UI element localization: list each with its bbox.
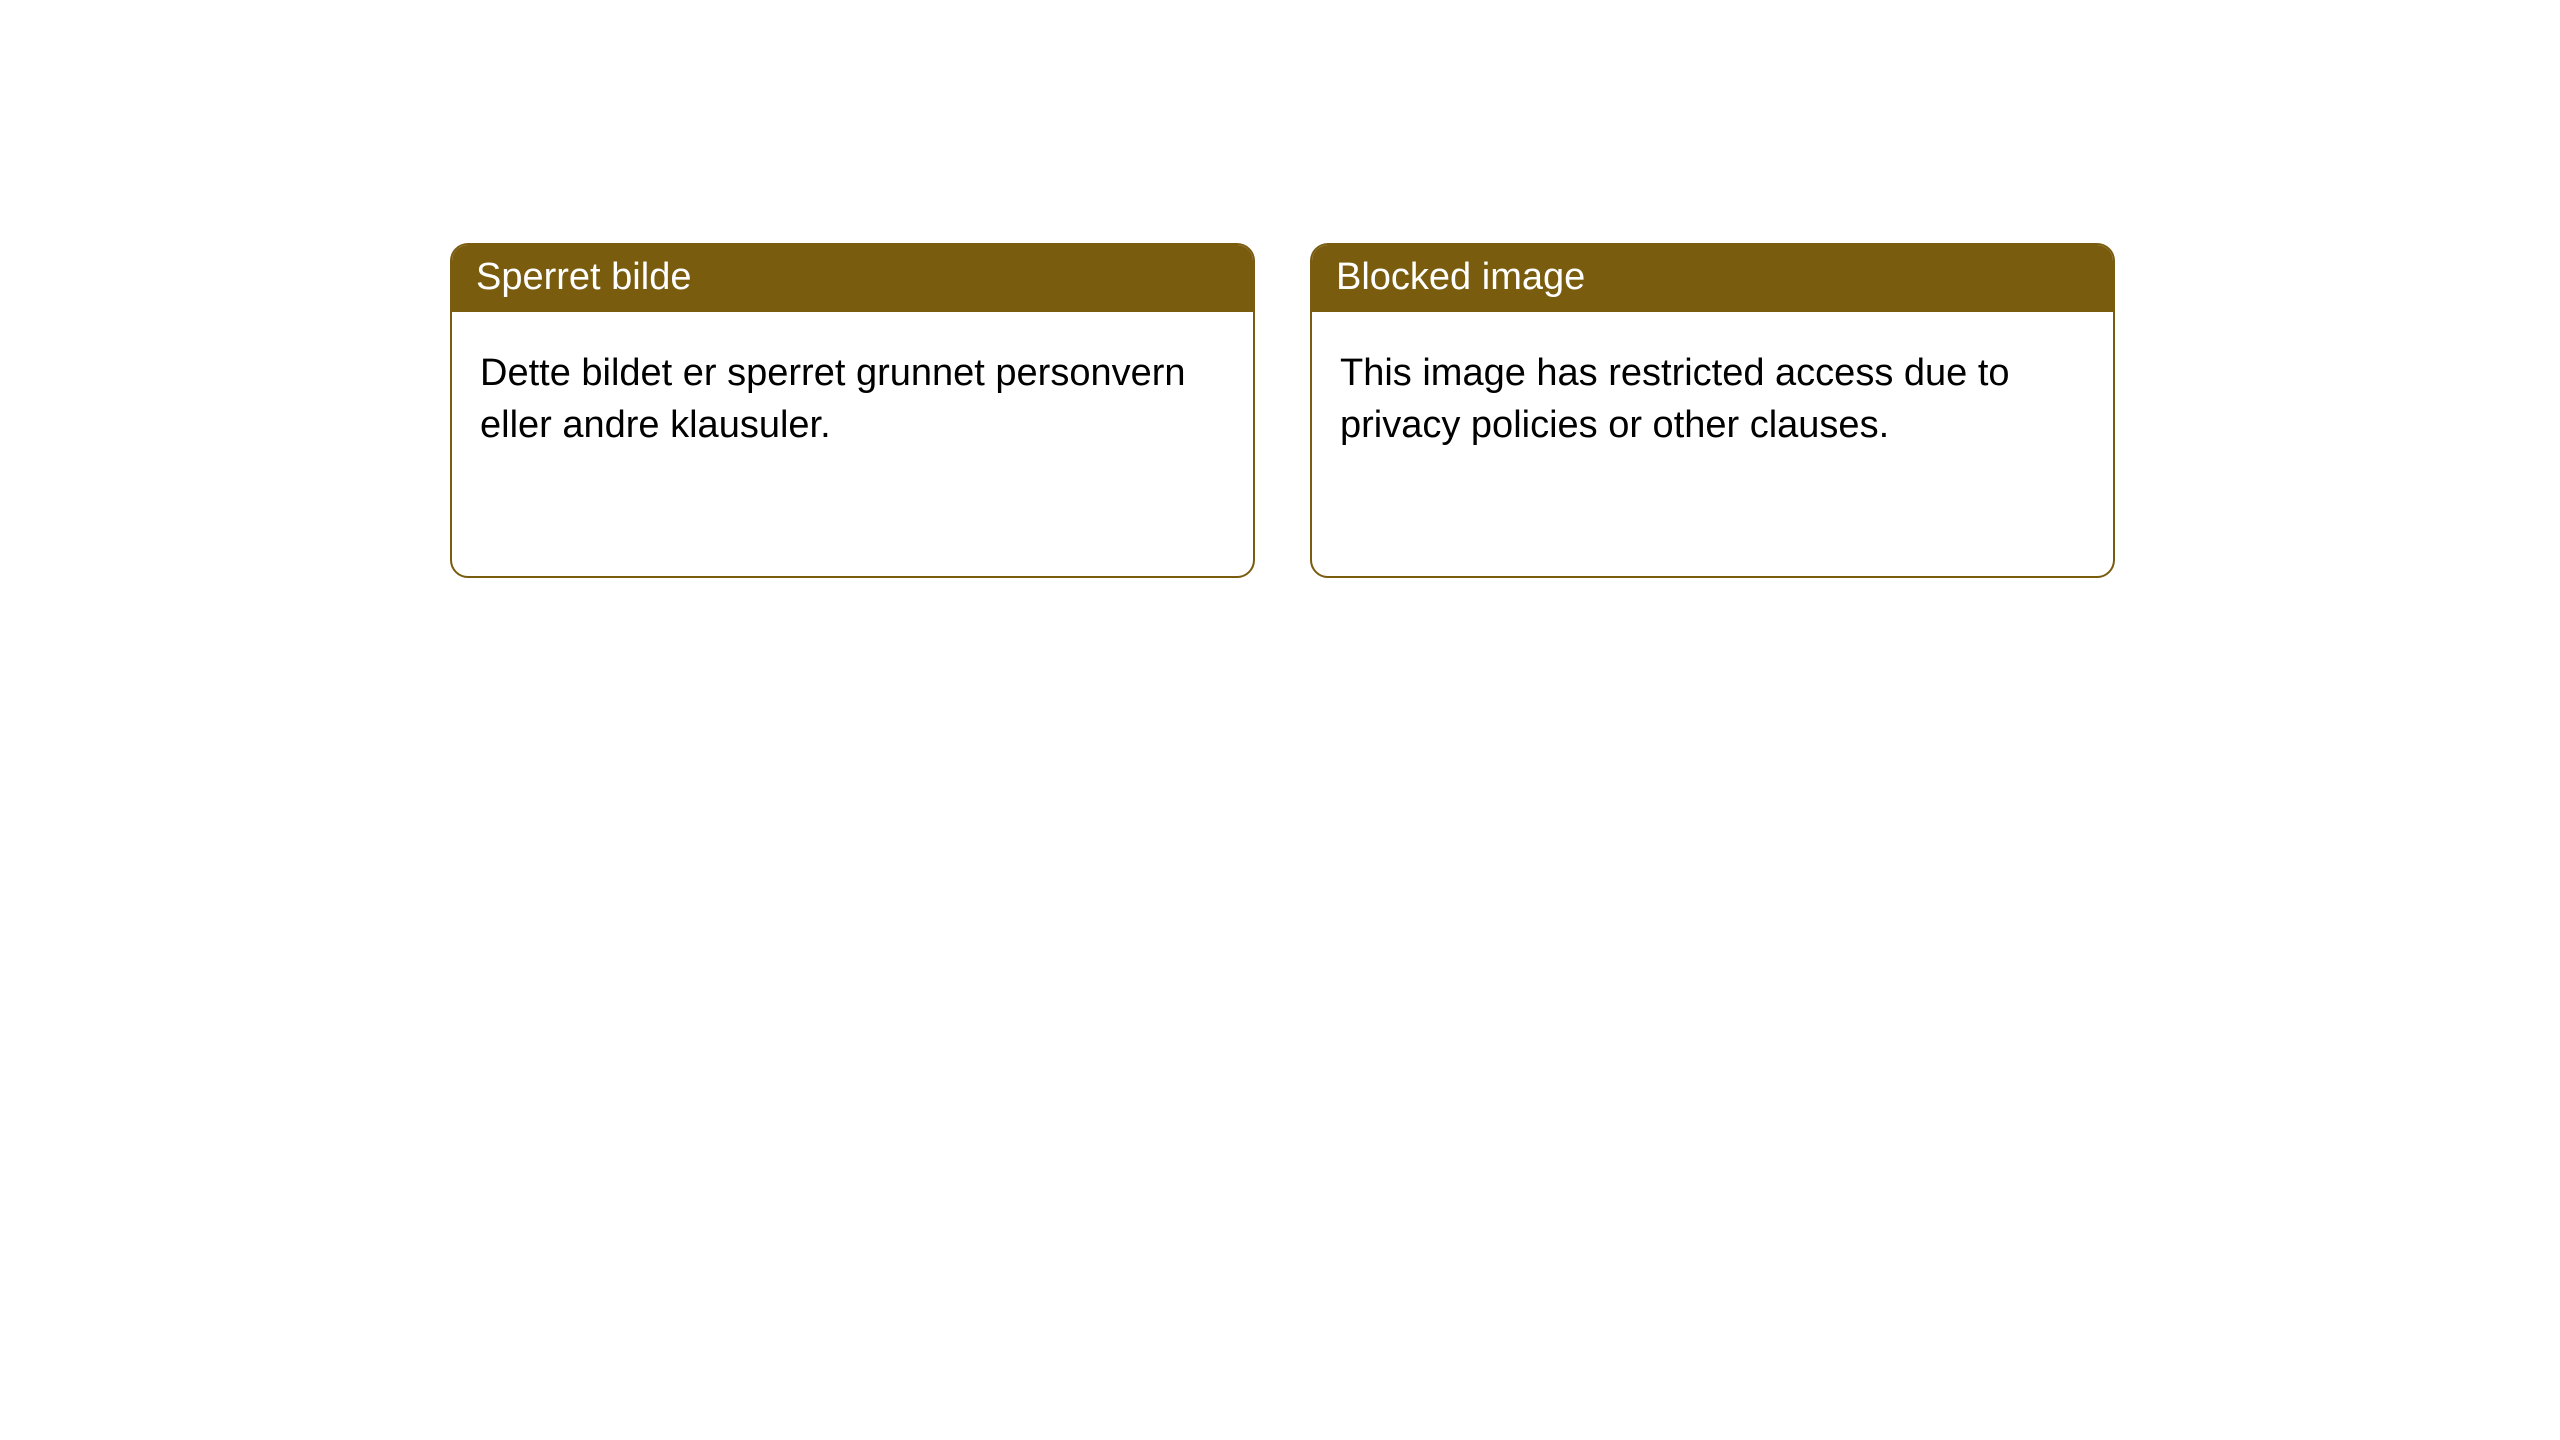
notice-card-norwegian: Sperret bilde Dette bildet er sperret gr… — [450, 243, 1255, 578]
notice-title-english: Blocked image — [1312, 245, 2113, 312]
notice-container: Sperret bilde Dette bildet er sperret gr… — [0, 0, 2560, 578]
notice-title-norwegian: Sperret bilde — [452, 245, 1253, 312]
notice-body-norwegian: Dette bildet er sperret grunnet personve… — [452, 312, 1253, 479]
notice-body-english: This image has restricted access due to … — [1312, 312, 2113, 479]
notice-card-english: Blocked image This image has restricted … — [1310, 243, 2115, 578]
